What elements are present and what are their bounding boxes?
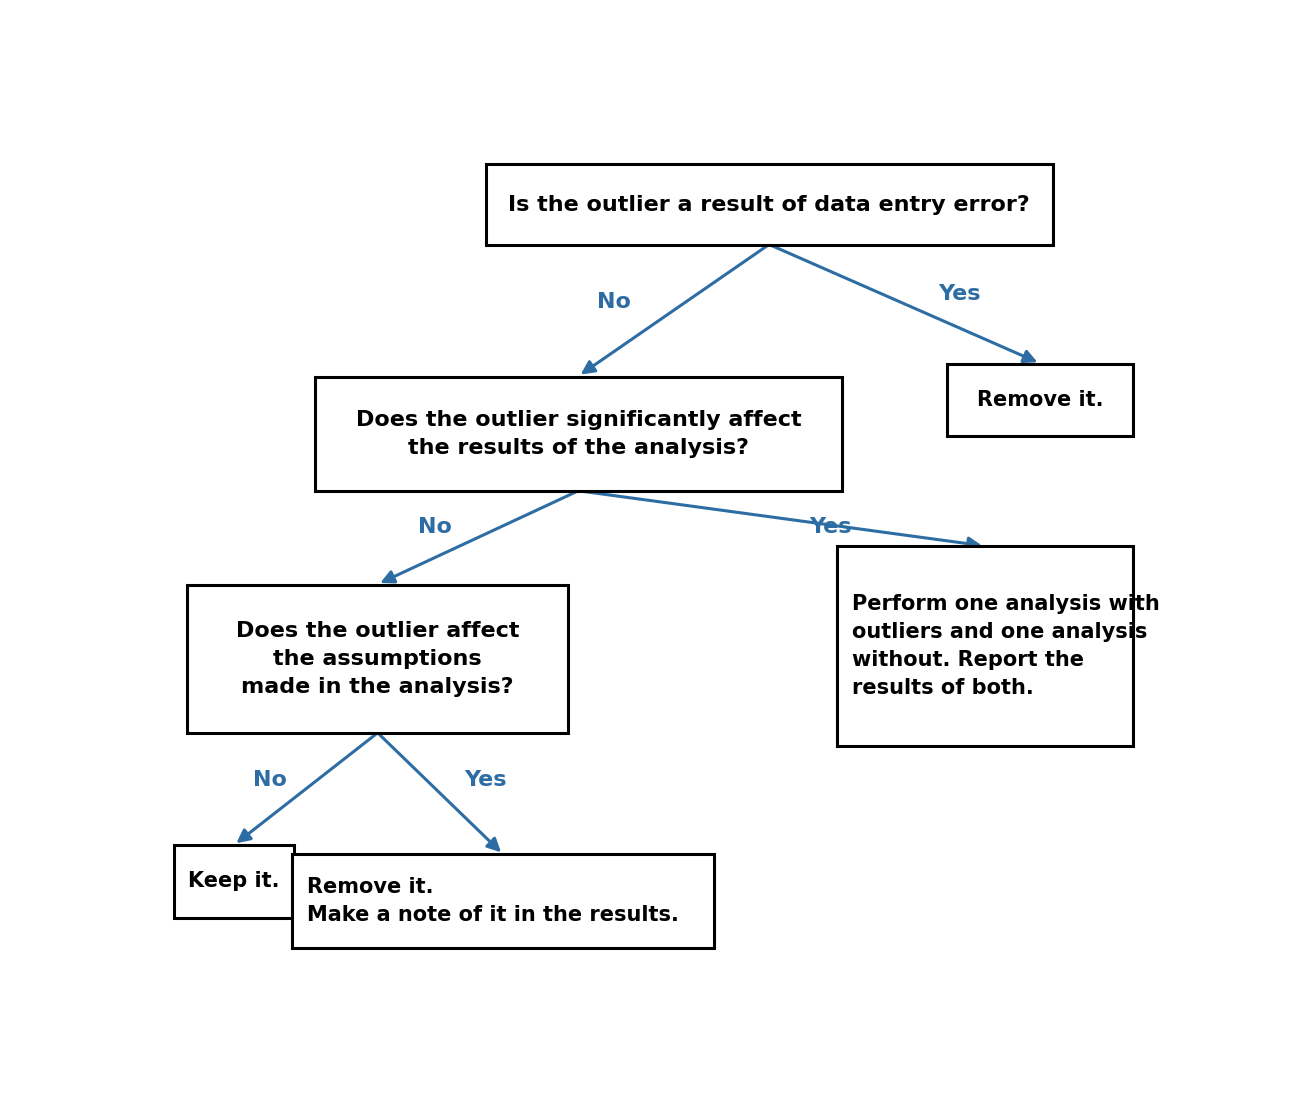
FancyBboxPatch shape <box>293 854 714 947</box>
Text: No: No <box>597 292 631 312</box>
FancyBboxPatch shape <box>186 585 569 733</box>
Text: Yes: Yes <box>464 770 506 790</box>
Text: Remove it.: Remove it. <box>976 389 1103 410</box>
FancyBboxPatch shape <box>947 364 1133 436</box>
Text: No: No <box>254 770 287 790</box>
Text: Perform one analysis with
outliers and one analysis
without. Report the
results : Perform one analysis with outliers and o… <box>852 595 1159 698</box>
FancyBboxPatch shape <box>837 546 1133 746</box>
FancyBboxPatch shape <box>315 376 842 491</box>
Text: No: No <box>418 517 452 537</box>
FancyBboxPatch shape <box>174 845 294 918</box>
Text: Keep it.: Keep it. <box>188 871 280 891</box>
Text: Does the outlier significantly affect
the results of the analysis?: Does the outlier significantly affect th… <box>356 410 802 458</box>
Text: Does the outlier affect
the assumptions
made in the analysis?: Does the outlier affect the assumptions … <box>236 621 519 697</box>
Text: Is the outlier a result of data entry error?: Is the outlier a result of data entry er… <box>508 194 1030 215</box>
FancyBboxPatch shape <box>486 164 1053 245</box>
Text: Remove it.
Make a note of it in the results.: Remove it. Make a note of it in the resu… <box>307 877 680 925</box>
Text: Yes: Yes <box>809 517 852 537</box>
Text: Yes: Yes <box>939 283 982 303</box>
